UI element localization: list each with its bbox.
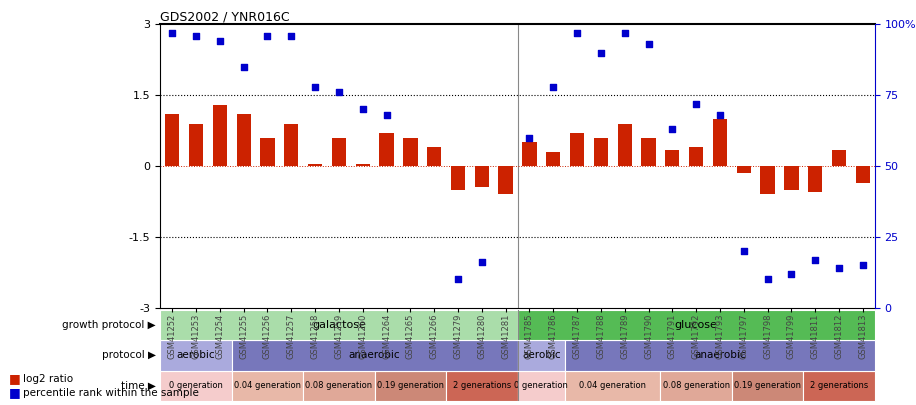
Bar <box>522 143 537 166</box>
Bar <box>232 340 518 371</box>
Bar <box>160 371 232 401</box>
Bar <box>375 371 446 401</box>
Bar <box>355 164 370 166</box>
Bar <box>565 340 875 371</box>
Point <box>236 64 251 70</box>
Bar <box>427 147 442 166</box>
Text: percentile rank within the sample: percentile rank within the sample <box>23 388 199 398</box>
Point <box>784 271 799 277</box>
Point <box>189 32 203 39</box>
Bar <box>260 138 275 166</box>
Text: GDS2002 / YNR016C: GDS2002 / YNR016C <box>160 10 290 23</box>
Point <box>570 30 584 36</box>
Point <box>808 256 823 263</box>
Bar <box>665 149 680 166</box>
Bar <box>236 114 251 166</box>
Point <box>284 32 299 39</box>
Point <box>665 126 680 132</box>
Text: glucose: glucose <box>675 320 717 330</box>
Text: 0 generation: 0 generation <box>169 381 223 390</box>
Text: log2 ratio: log2 ratio <box>23 374 73 384</box>
Point <box>713 112 727 118</box>
Point <box>856 262 870 269</box>
Bar <box>736 166 751 173</box>
Bar <box>803 371 875 401</box>
Bar <box>308 164 322 166</box>
Bar <box>518 340 565 371</box>
Bar <box>160 310 518 340</box>
Text: ■: ■ <box>9 372 21 385</box>
Point <box>617 30 632 36</box>
Point <box>379 112 394 118</box>
Point <box>641 41 656 47</box>
Bar <box>160 340 232 371</box>
Bar <box>570 133 584 166</box>
Text: 0.19 generation: 0.19 generation <box>734 381 802 390</box>
Text: 2 generations: 2 generations <box>453 381 511 390</box>
Bar <box>213 104 227 166</box>
Bar <box>232 371 303 401</box>
Point <box>474 259 489 266</box>
Point <box>451 276 465 283</box>
Point <box>546 83 561 90</box>
Bar <box>594 138 608 166</box>
Bar <box>732 371 803 401</box>
Point <box>689 100 703 107</box>
Bar <box>518 310 875 340</box>
Text: ■: ■ <box>9 386 21 399</box>
Text: protocol ▶: protocol ▶ <box>102 350 156 360</box>
Bar <box>689 147 703 166</box>
Point <box>760 276 775 283</box>
Text: 2 generations: 2 generations <box>810 381 868 390</box>
Bar <box>660 371 732 401</box>
Bar <box>165 114 180 166</box>
Bar <box>760 166 775 194</box>
Bar <box>832 149 846 166</box>
Text: 0.08 generation: 0.08 generation <box>305 381 373 390</box>
Bar <box>451 166 465 190</box>
Text: 0.19 generation: 0.19 generation <box>376 381 444 390</box>
Point <box>165 30 180 36</box>
Point <box>213 38 227 45</box>
Point <box>832 265 846 271</box>
Bar <box>189 124 203 166</box>
Bar <box>284 124 299 166</box>
Bar <box>446 371 518 401</box>
Text: anaerobic: anaerobic <box>694 350 746 360</box>
Text: 0.08 generation: 0.08 generation <box>662 381 730 390</box>
Bar <box>474 166 489 187</box>
Bar <box>303 371 375 401</box>
Bar <box>332 138 346 166</box>
Point <box>594 49 608 56</box>
Point <box>522 134 537 141</box>
Bar <box>403 138 418 166</box>
Bar <box>617 124 632 166</box>
Point <box>308 83 322 90</box>
Text: 0.04 generation: 0.04 generation <box>579 381 647 390</box>
Text: time ▶: time ▶ <box>121 381 156 391</box>
Bar <box>498 166 513 194</box>
Point <box>736 248 751 254</box>
Text: 0 generation: 0 generation <box>515 381 568 390</box>
Bar <box>641 138 656 166</box>
Text: galactose: galactose <box>312 320 365 330</box>
Bar <box>518 371 565 401</box>
Bar <box>808 166 823 192</box>
Text: anaerobic: anaerobic <box>349 350 400 360</box>
Text: 0.04 generation: 0.04 generation <box>234 381 301 390</box>
Point <box>260 32 275 39</box>
Bar <box>784 166 799 190</box>
Bar <box>565 371 660 401</box>
Bar <box>546 152 561 166</box>
Text: growth protocol ▶: growth protocol ▶ <box>62 320 156 330</box>
Bar <box>713 119 727 166</box>
Bar <box>856 166 870 183</box>
Point <box>355 106 370 113</box>
Bar <box>379 133 394 166</box>
Text: aerobic: aerobic <box>522 350 561 360</box>
Point <box>332 89 346 96</box>
Text: aerobic: aerobic <box>177 350 215 360</box>
